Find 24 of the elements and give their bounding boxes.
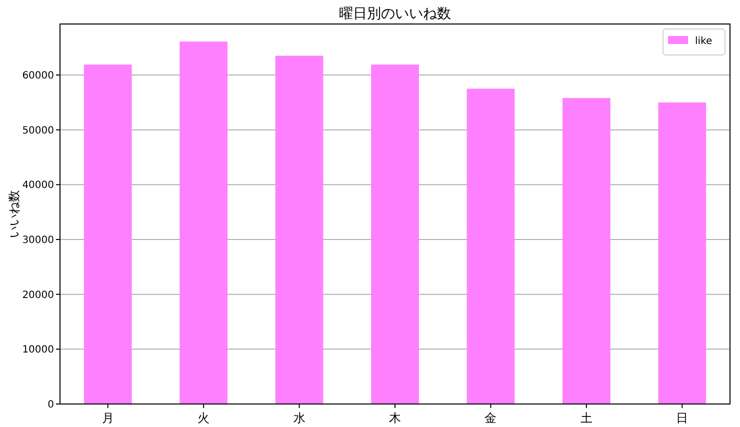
y-tick-label: 60000 <box>22 70 54 82</box>
bar <box>275 56 324 404</box>
bar <box>466 88 515 404</box>
bar <box>180 42 228 404</box>
y-tick-label: 10000 <box>22 344 54 356</box>
x-tick-label: 月 <box>102 411 114 425</box>
y-tick-label: 50000 <box>22 125 54 136</box>
legend-label: like <box>695 36 712 47</box>
x-tick-label: 火 <box>198 411 210 425</box>
y-tick-label: 0 <box>48 400 54 410</box>
y-tick-label: 40000 <box>22 180 54 192</box>
x-tick-label: 日 <box>676 411 688 425</box>
bar <box>658 102 706 404</box>
y-tick-label: 20000 <box>22 290 54 301</box>
bar <box>562 98 610 404</box>
x-tick-label: 金 <box>484 411 497 425</box>
bar <box>84 64 132 404</box>
x-tick-label: 木 <box>389 411 401 425</box>
x-tick-label: 水 <box>293 411 306 425</box>
y-tick-label: 30000 <box>22 235 54 246</box>
bar <box>371 64 419 404</box>
x-tick-label: 土 <box>580 411 592 425</box>
y-axis-title: いいね数 <box>7 190 21 238</box>
chart-title: 曜日別のいいね数 <box>339 6 451 22</box>
